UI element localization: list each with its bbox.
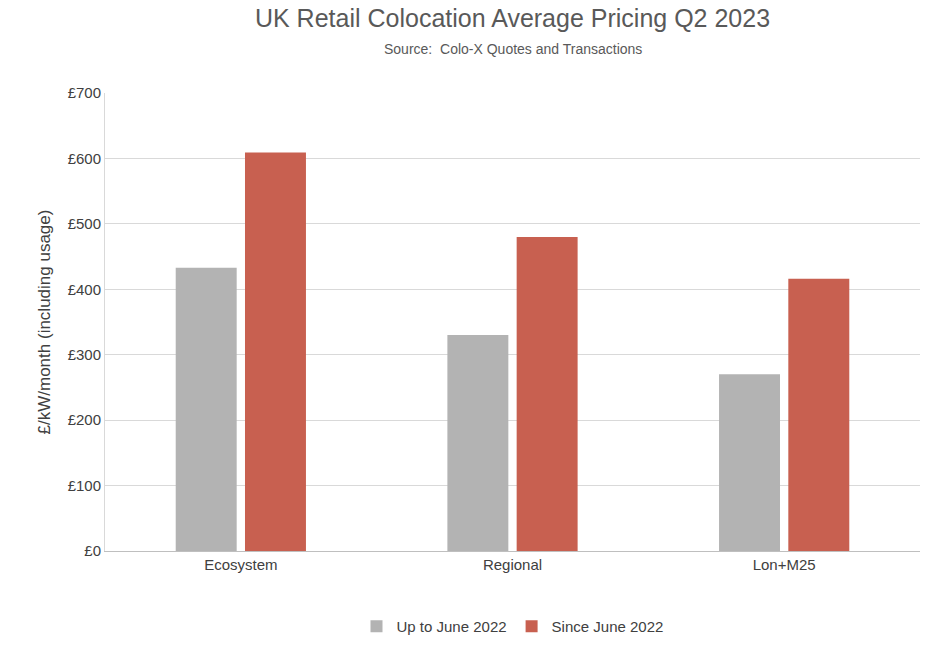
svg-text:Up to June 2022: Up to June 2022 — [397, 618, 507, 635]
svg-text:UK Retail Colocation Average P: UK Retail Colocation Average Pricing Q2 … — [255, 4, 770, 32]
svg-text:£700: £700 — [68, 84, 101, 101]
svg-text:£400: £400 — [68, 281, 101, 298]
svg-text:Since June 2022: Since June 2022 — [552, 618, 664, 635]
svg-text:Ecosystem: Ecosystem — [204, 556, 277, 573]
svg-text:Lon+M25: Lon+M25 — [753, 556, 816, 573]
svg-text:Source: Colo-X Quotes and Tra: Source: Colo-X Quotes and Transactions — [384, 41, 642, 57]
svg-text:Regional: Regional — [483, 556, 542, 573]
svg-text:£100: £100 — [68, 477, 101, 494]
svg-text:£300: £300 — [68, 346, 101, 363]
svg-text:£200: £200 — [68, 411, 101, 428]
svg-text:£0: £0 — [84, 542, 101, 559]
svg-text:£500: £500 — [68, 215, 101, 232]
svg-text:£600: £600 — [68, 150, 101, 167]
svg-text:£/kW/month (including usage): £/kW/month (including usage) — [35, 210, 54, 435]
